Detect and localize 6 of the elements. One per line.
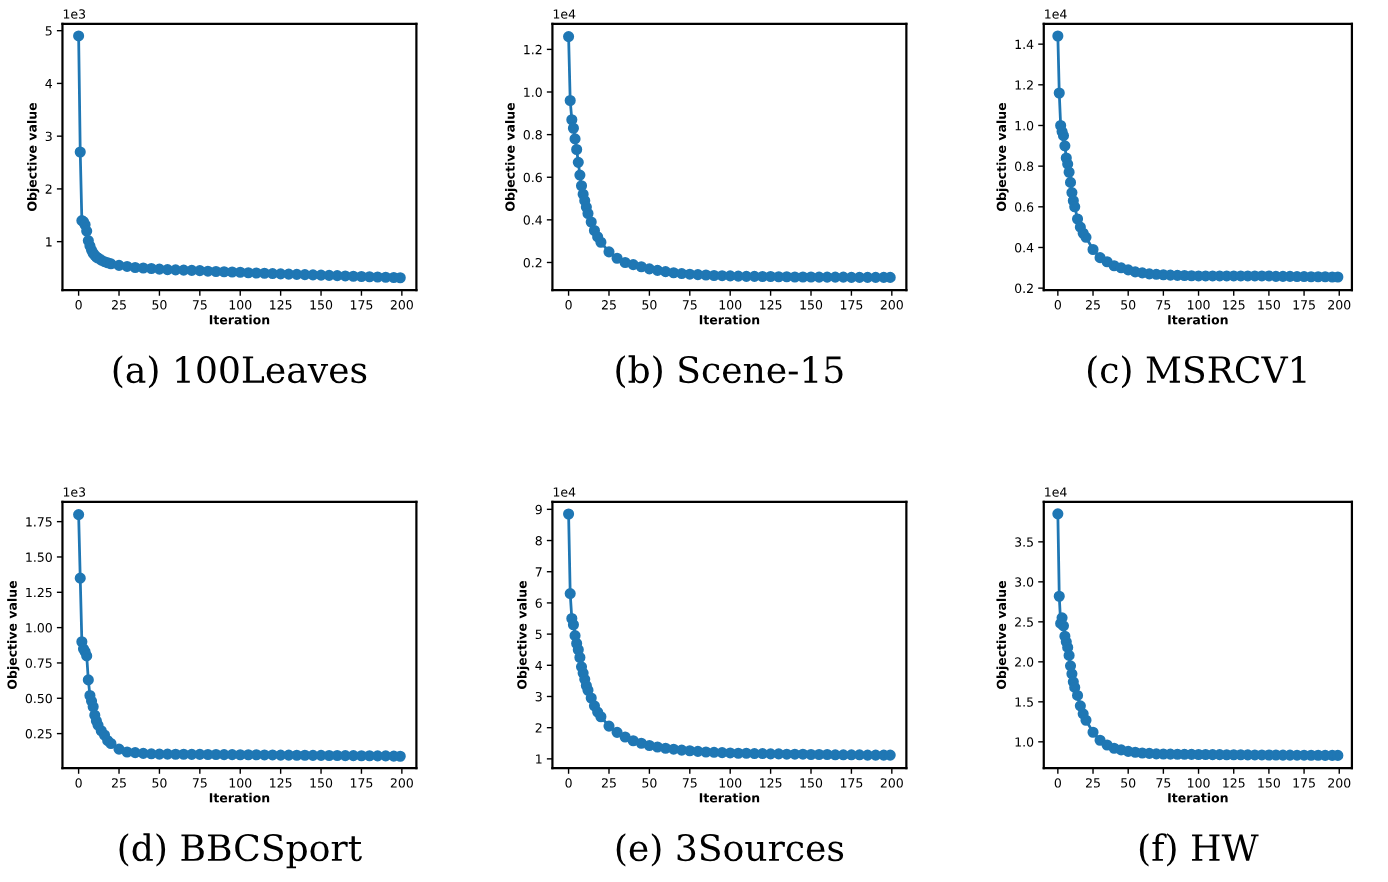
text: (e) 3Sources [616, 833, 844, 867]
text: (c) MSRCV1 [1087, 355, 1306, 389]
text: (a) 100Leaves [113, 355, 367, 389]
text: (d) BBCSport [119, 833, 362, 869]
text: (f) HW [1139, 833, 1259, 867]
text: (b) Scene-15 [616, 355, 843, 389]
